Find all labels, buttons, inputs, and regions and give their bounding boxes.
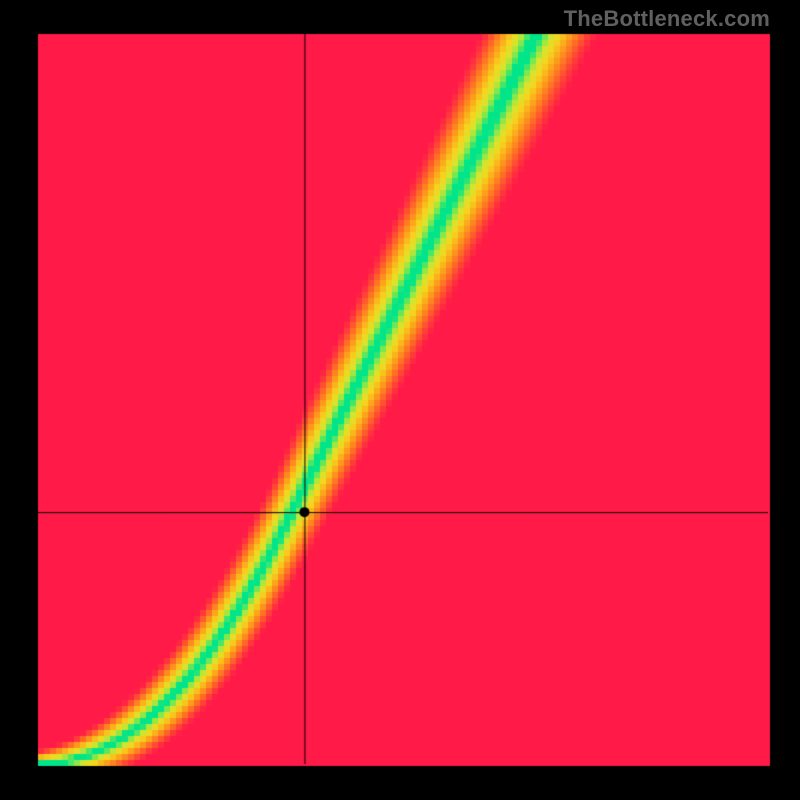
heatmap-canvas (0, 0, 800, 800)
watermark-text: TheBottleneck.com (564, 6, 770, 32)
chart-container: { "watermark": { "text": "TheBottleneck.… (0, 0, 800, 800)
